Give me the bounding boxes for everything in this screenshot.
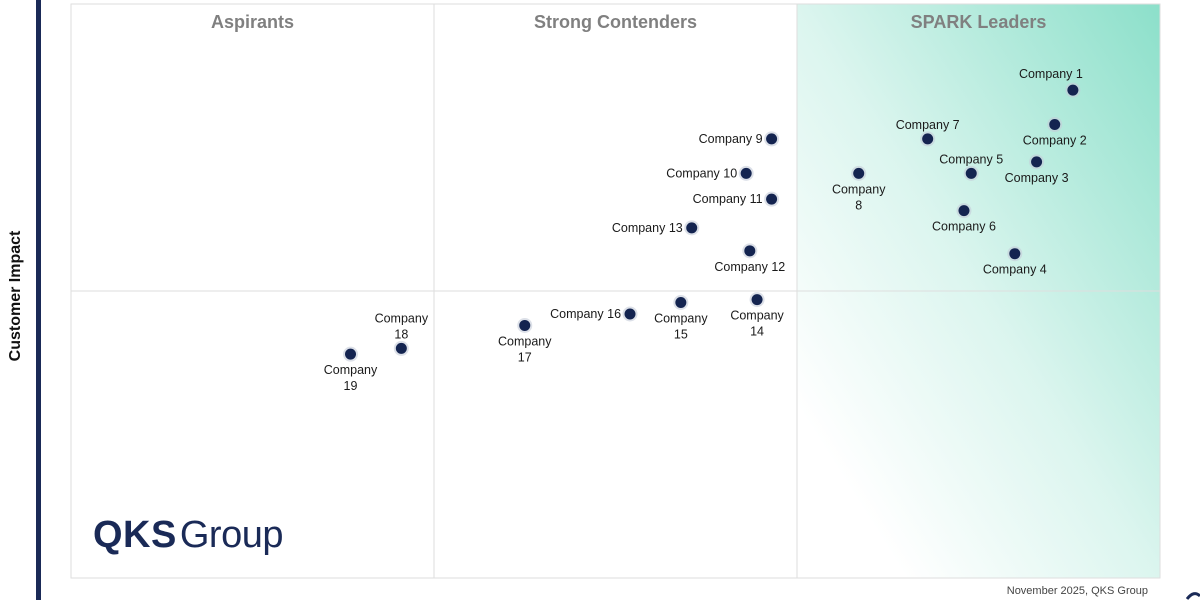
data-point-label: Company 6: [932, 220, 996, 234]
logo-light-text: Group: [179, 514, 284, 556]
data-point: [751, 294, 763, 306]
data-point: [922, 133, 934, 145]
data-point-label: Company 18: [375, 311, 429, 341]
data-point: [686, 222, 698, 234]
x-axis-arrow: [1186, 592, 1200, 600]
data-point: [853, 167, 865, 179]
data-point: [675, 296, 687, 308]
data-point: [519, 319, 531, 331]
data-point: [624, 308, 636, 320]
data-point-label: Company 7: [896, 118, 960, 132]
data-point-label: Company 16: [550, 307, 621, 321]
logo-bold-text: QKS: [93, 514, 177, 556]
data-point-label: Company 19: [324, 363, 378, 393]
data-point-label: Company 2: [1023, 134, 1087, 148]
data-point-label: Company 17: [498, 334, 552, 364]
data-point: [766, 193, 778, 205]
data-point: [395, 342, 407, 354]
data-point-label: Company 13: [612, 221, 683, 235]
data-point-label: Company 15: [654, 311, 708, 341]
data-point-label: Company 4: [983, 263, 1047, 277]
data-point: [965, 167, 977, 179]
quadrant-title: Aspirants: [211, 12, 294, 32]
data-point-label: Company 11: [693, 192, 763, 206]
data-point: [766, 133, 778, 145]
data-point-label: Company 1: [1019, 67, 1083, 81]
data-point-label: Company 12: [714, 260, 785, 274]
data-point-label: Company 5: [939, 152, 1003, 166]
data-point-label: Company 8: [832, 182, 886, 212]
data-point-label: Company 10: [666, 166, 737, 180]
data-point-label: Company 14: [730, 309, 784, 339]
data-point: [744, 245, 756, 257]
quadrant-title: Strong Contenders: [534, 12, 697, 32]
data-point: [1031, 156, 1043, 168]
data-point-label: Company 9: [699, 132, 763, 146]
y-axis-bar: [36, 0, 41, 600]
data-point-label: Company 3: [1005, 171, 1069, 185]
data-point: [958, 205, 970, 217]
data-point: [740, 167, 752, 179]
quadrant-title: SPARK Leaders: [911, 12, 1047, 32]
data-point: [1067, 84, 1079, 96]
data-point: [345, 348, 357, 360]
data-point: [1009, 248, 1021, 260]
qks-group-logo: QKSGroup: [93, 516, 283, 554]
data-point: [1049, 119, 1061, 131]
footnote: November 2025, QKS Group: [1006, 585, 1148, 597]
